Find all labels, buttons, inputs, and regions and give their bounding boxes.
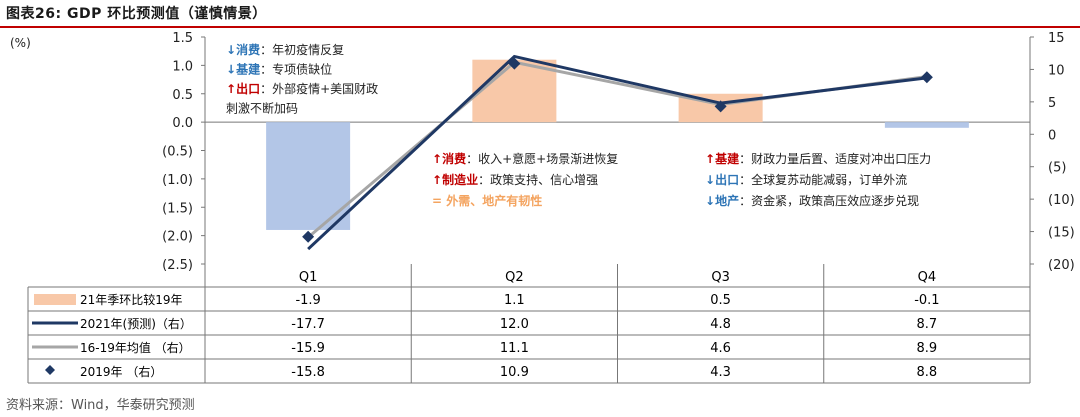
annotation-line: 刺激不断加码 (226, 101, 298, 116)
annotation-line: ↑制造业：政策支持、信心增强 (432, 172, 598, 187)
table-cell: -1.9 (295, 293, 320, 308)
category-label: Q1 (299, 270, 318, 285)
left-tick-label: 1.0 (172, 59, 193, 74)
annotation-line: = 外需、地产有韧性 (432, 193, 542, 208)
marker-2019 (920, 71, 933, 84)
gdp-forecast-chart: (%) 1.5 1.0 0.5 0.0 (0.5) (1.0) (1.5) (2.0) (2.5)… (10, 31, 1075, 384)
left-tick-label: (0.5) (162, 145, 193, 160)
legend-label: 21年季环比较19年 (80, 292, 183, 307)
chart-title: 图表26: GDP 环比预测值（谨慎情景） (6, 6, 267, 22)
table-cell: 0.5 (710, 293, 731, 308)
left-tick-label: 0.0 (172, 116, 193, 131)
marker-2019 (508, 57, 521, 70)
annotation-line: ↑消费：收入+意愿+场景渐进恢复 (432, 151, 618, 166)
annotation-line: ↓消费：年初疫情反复 (226, 42, 344, 57)
table-cell: 8.7 (917, 317, 938, 332)
bar-q2 (472, 59, 557, 123)
table-cell: -17.7 (291, 317, 325, 332)
right-tick-label: 15 (1048, 31, 1065, 46)
category-label: Q2 (505, 270, 524, 285)
forecast-2021-line (307, 54, 928, 251)
legend-key-marker (45, 365, 55, 375)
legend-key-bar (34, 294, 76, 305)
table-cell: -0.1 (914, 293, 939, 308)
annotation-line: ↓出口：全球复苏动能减弱，订单外流 (705, 172, 907, 187)
right-tick-label: 0 (1048, 128, 1056, 143)
table-cell: 11.1 (500, 341, 529, 356)
table-cell: 8.8 (917, 365, 938, 380)
table-cell: 8.9 (917, 341, 938, 356)
legend-label: 2021年(预测)（右） (80, 316, 192, 331)
marker-2019 (302, 230, 315, 243)
annotation-line: ↓地产：资金紧，政策高压效应逐步兑现 (705, 193, 919, 208)
right-tick-label: 10 (1048, 63, 1065, 78)
right-tick-label: (5) (1048, 161, 1066, 176)
category-label: Q4 (918, 270, 937, 285)
left-tick-label: (1.5) (162, 201, 193, 216)
table-cell: 1.1 (504, 293, 525, 308)
marker-2019 (714, 100, 727, 113)
table-cell: 12.0 (500, 317, 529, 332)
annotation-line: ↑基建：财政力量后置、适度对冲出口压力 (705, 151, 931, 166)
table-cell: 4.3 (710, 365, 731, 380)
legend-label: 2019年 （右） (80, 364, 162, 379)
table-cell: 4.6 (710, 341, 731, 356)
table-cell: -15.8 (291, 365, 325, 380)
left-tick-label: (1.0) (162, 173, 193, 188)
right-tick-label: (10) (1048, 193, 1075, 208)
table-cell: -15.9 (291, 341, 325, 356)
right-tick-label: (20) (1048, 258, 1075, 273)
right-tick-label: 5 (1048, 96, 1056, 111)
left-tick-label: (2.5) (162, 258, 193, 273)
right-tick-label: (15) (1048, 226, 1075, 241)
left-tick-label: 1.5 (172, 31, 193, 46)
legend-label: 16-19年均值 （右） (80, 340, 191, 355)
title-underline (0, 26, 1080, 28)
source-note: 资料来源：Wind，华泰研究预测 (6, 398, 195, 413)
annotation-line: ↓基建：专项债缺位 (226, 62, 332, 77)
category-label: Q3 (711, 270, 730, 285)
table-cell: 10.9 (500, 365, 529, 380)
unit-label: (%) (10, 36, 31, 50)
bar-q4 (884, 122, 969, 128)
table-cell: 4.8 (710, 317, 731, 332)
left-tick-label: (2.0) (162, 230, 193, 245)
left-tick-label: 0.5 (172, 88, 193, 103)
annotation-line: ↑出口：外部疫情+美国财政 (226, 81, 378, 96)
